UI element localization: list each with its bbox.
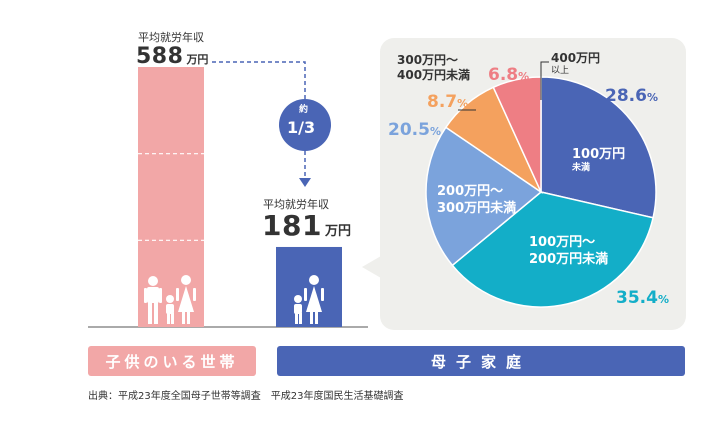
family-icon — [144, 275, 196, 324]
pie-slice-0 — [540, 76, 657, 219]
slice-percent-400-over: 6.8% — [488, 65, 530, 85]
slice-label-300-400: 300万円～ 400万円未満 — [397, 53, 471, 82]
slice-percent-under-100: 28.6% — [605, 86, 658, 106]
bar0-value: 588 — [136, 44, 184, 69]
slice-label-100-200: 100万円～ 200万円未満 — [529, 235, 609, 267]
banner-single-mother-households: 母子家庭 — [277, 346, 685, 376]
source-note: 出典：平成23年度全国母子世帯等調査 平成23年度国民生活基礎調査 — [88, 391, 404, 402]
bar-single-mother-households — [276, 246, 342, 327]
bar0-unit: 万円 — [186, 53, 209, 66]
slice-percent-200-300: 20.5% — [388, 120, 441, 140]
ratio-label-top: 約 — [299, 105, 309, 115]
banner-households-with-children: 子供のいる世帯 — [88, 346, 256, 376]
bar0-value-label: 588 万円 — [136, 46, 208, 68]
slice-percent-300-400: 8.7% — [427, 92, 469, 112]
mother-child-icon — [294, 275, 324, 324]
bar1-ylabel: 平均就労年収 — [263, 198, 329, 211]
bar0-ylabel: 平均就労年収 — [138, 31, 204, 44]
slice-label-400-over: 400万円 以上 — [551, 51, 601, 76]
pie-slice-2 — [425, 126, 543, 267]
ratio-label: 1/3 — [287, 118, 316, 137]
slice-percent-100-200: 35.4% — [616, 288, 669, 308]
slice-label-under-100: 100万円 未満 — [572, 147, 626, 173]
ratio-connector-line — [212, 61, 306, 178]
leader-400-over — [540, 61, 549, 100]
ratio-arrow-head — [299, 178, 311, 187]
bar1-value-label: 181 万円 — [262, 212, 351, 240]
pie-slice-1 — [451, 191, 654, 308]
bar1-unit: 万円 — [324, 224, 351, 239]
ratio-circle — [279, 99, 331, 151]
pie-chart — [425, 61, 657, 308]
slice-label-200-300: 200万円～ 300万円未満 — [437, 184, 517, 216]
bar1-value: 181 — [262, 209, 322, 242]
pie-panel-pointer — [362, 256, 381, 278]
